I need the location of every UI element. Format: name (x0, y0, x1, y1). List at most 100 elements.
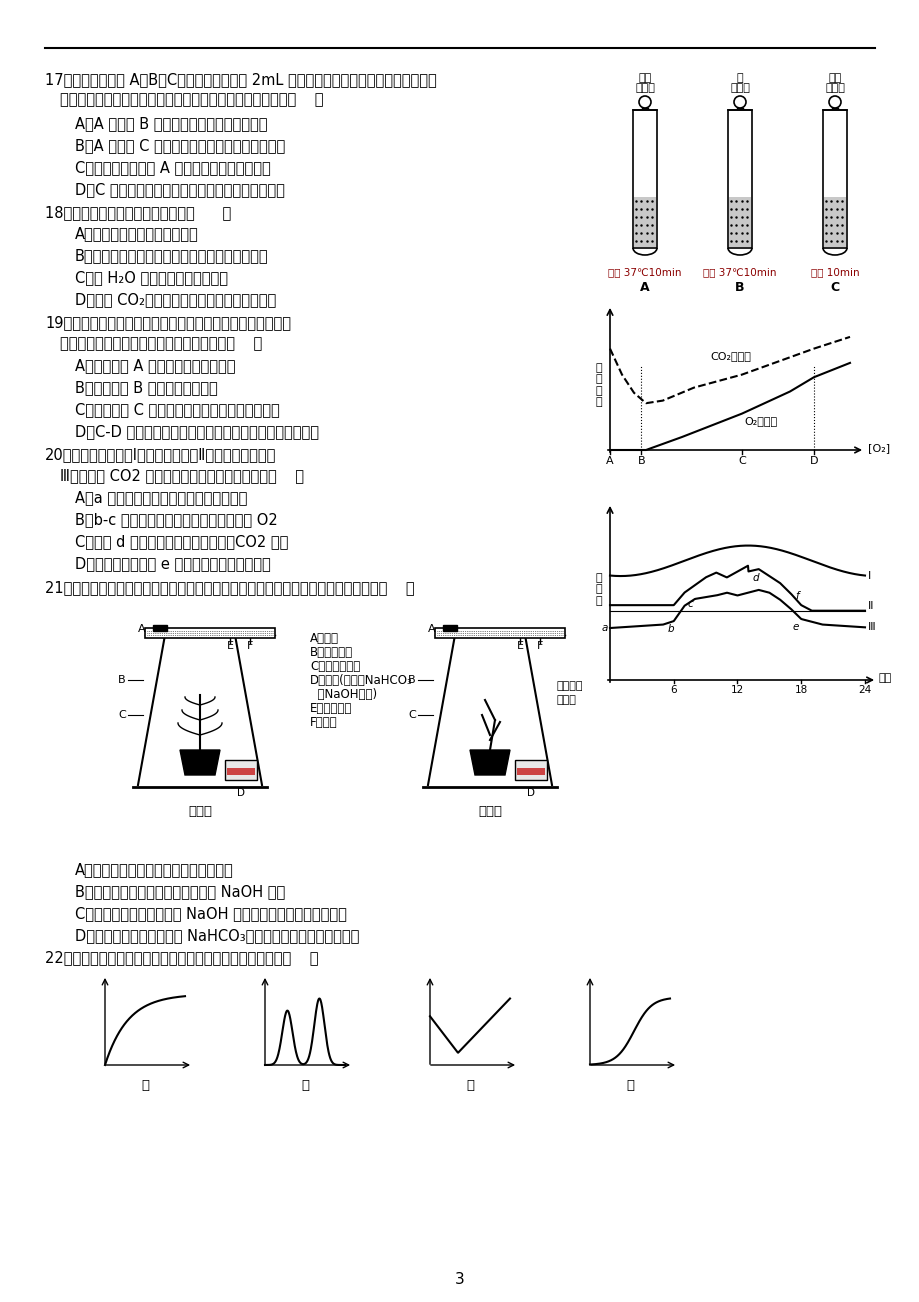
Text: 24: 24 (857, 685, 870, 695)
Text: 酶: 酶 (736, 73, 743, 83)
Text: d: d (752, 573, 758, 583)
Text: 乙: 乙 (301, 1079, 309, 1092)
Text: B．b-c 时段，叶肉细胞中叶绿体将释放出 O2: B．b-c 时段，叶肉细胞中叶绿体将释放出 O2 (75, 512, 278, 527)
Bar (153, 625, 167, 631)
Text: 19．右图表示某植物非绿色器官在不同氧浓度下的呼吸状况，: 19．右图表示某植物非绿色器官在不同氧浓度下的呼吸状况， (45, 315, 290, 329)
Text: B．甲、乙装置烧杯中盛放适量等量 NaOH 溶液: B．甲、乙装置烧杯中盛放适量等量 NaOH 溶液 (75, 884, 285, 898)
Text: 唠液淠: 唠液淠 (824, 83, 844, 92)
Text: C．甲装置烧杯中盛放适量 NaOH 溶液，乙装置中盛放等量清水: C．甲装置烧杯中盛放适量 NaOH 溶液，乙装置中盛放等量清水 (75, 906, 346, 921)
Text: A: A (606, 456, 613, 466)
Bar (728, 197, 750, 247)
Bar (823, 197, 845, 247)
Text: B: B (408, 674, 415, 685)
Text: e: e (792, 622, 799, 631)
Text: D为篮杯(内装有NaHCO₃: D为篮杯(内装有NaHCO₃ (310, 674, 413, 687)
Text: 操作，然后分别用本尼迪特试剂检验。下列分析，错误的是（    ）: 操作，然后分别用本尼迪特试剂检验。下列分析，错误的是（ ） (60, 92, 323, 107)
Text: 胃蛋白: 胃蛋白 (730, 83, 749, 92)
Text: f: f (794, 591, 798, 602)
Text: A．a 点的形成可能是由夜间的低温造成的: A．a 点的形成可能是由夜间的低温造成的 (75, 490, 247, 505)
Text: A．甲、乙装置烧杯中盛放适量等量清水: A．甲、乙装置烧杯中盛放适量等量清水 (75, 862, 233, 878)
Text: a: a (601, 622, 607, 633)
Text: 时间: 时间 (878, 673, 891, 684)
Bar (516, 768, 544, 775)
Text: B: B (734, 281, 744, 294)
Text: b: b (667, 624, 674, 634)
Bar (633, 197, 655, 247)
Text: D: D (237, 788, 244, 798)
Bar (823, 109, 846, 247)
Text: 基因植物: 基因植物 (556, 681, 583, 691)
Text: Ⅱ: Ⅱ (867, 600, 872, 611)
Text: C．有 H₂O 生成一定不是厌氧呼吸: C．有 H₂O 生成一定不是厌氧呼吸 (75, 270, 228, 285)
Text: Ⅲ植物吸收 CO2 的变化。下列说法中，错误的是（    ）: Ⅲ植物吸收 CO2 的变化。下列说法中，错误的是（ ） (60, 467, 303, 483)
Text: 粉酶: 粉酶 (638, 73, 651, 83)
Bar (145, 628, 275, 638)
Text: E为红墨水管: E为红墨水管 (310, 702, 352, 715)
Text: [O₂]: [O₂] (867, 443, 890, 453)
Text: A: A (138, 624, 145, 634)
Text: 20．右图曲线表示：Ⅰ昼夜温度变化；Ⅱ植株总光合强度；: 20．右图曲线表示：Ⅰ昼夜温度变化；Ⅱ植株总光合强度； (45, 447, 276, 462)
Text: B．氧浓度为 B 时，厌氧呼吸最弱: B．氧浓度为 B 时，厌氧呼吸最弱 (75, 380, 218, 395)
Text: 21．为了测定某植物细胞呼吸速率，下列关于甲、乙装置烧杯中盛放的溶液正确的是（    ）: 21．为了测定某植物细胞呼吸速率，下列关于甲、乙装置烧杯中盛放的溶液正确的是（ … (45, 579, 414, 595)
Text: 煮永 10min: 煮永 10min (810, 267, 858, 277)
Text: Ⅲ: Ⅲ (867, 622, 875, 633)
Text: 乙装置: 乙装置 (478, 805, 502, 818)
Bar (632, 109, 656, 247)
Text: D．在这一天中，到 e 点时有机物的积累量最大: D．在这一天中，到 e 点时有机物的积累量最大 (75, 556, 270, 572)
Bar (227, 768, 255, 775)
Text: C．实验结果是只有 A 试管内会出现红黄色沉淠: C．实验结果是只有 A 试管内会出现红黄色沉淠 (75, 160, 270, 174)
Text: C: C (830, 281, 839, 294)
Bar (225, 760, 256, 780)
Text: D．甲装置烧杯中盛放适量 NaHCO₃溶液，乙装置中盛放等量清水: D．甲装置烧杯中盛放适量 NaHCO₃溶液，乙装置中盛放等量清水 (75, 928, 359, 943)
Text: 死的转: 死的转 (556, 695, 576, 704)
Text: F: F (246, 641, 253, 651)
Text: 甲装置: 甲装置 (187, 805, 211, 818)
Text: C．出现 d 点的主要原因是气孔关闭，CO2 缺乏: C．出现 d 点的主要原因是气孔关闭，CO2 缺乏 (75, 534, 288, 549)
Text: D: D (527, 788, 535, 798)
Bar (727, 109, 751, 247)
Bar (515, 760, 547, 780)
Text: c: c (687, 599, 693, 609)
Text: 17．现有三支试管 A、B、C，先向试管内加入 2mL 可溶性淠粉溶液，再按下图中所示步骤: 17．现有三支试管 A、B、C，先向试管内加入 2mL 可溶性淠粉溶液，再按下图… (45, 72, 437, 87)
Text: 相
对
值: 相 对 值 (595, 573, 601, 605)
Text: 或NaOH溶液): 或NaOH溶液) (310, 687, 377, 700)
Text: 唠液淠: 唠液淠 (634, 83, 654, 92)
Bar (443, 625, 457, 631)
Text: 丙: 丙 (466, 1079, 473, 1092)
Text: B: B (637, 456, 644, 466)
Text: C: C (119, 710, 126, 720)
Text: F: F (536, 641, 542, 651)
Text: B．A 试管和 C 试管对照，说明酶活性受高温影响: B．A 试管和 C 试管对照，说明酶活性受高温影响 (75, 138, 285, 154)
Text: 18．有关细胞呼吸的说法错误的是（      ）: 18．有关细胞呼吸的说法错误的是（ ） (45, 204, 231, 220)
Text: 粉酶: 粉酶 (827, 73, 841, 83)
Text: C: C (737, 456, 745, 466)
Text: 22．下列对各曲线所表示的生物学意义的叙述中，错误的是（    ）: 22．下列对各曲线所表示的生物学意义的叙述中，错误的是（ ） (45, 950, 318, 965)
Text: 保持 37℃10min: 保持 37℃10min (607, 267, 681, 277)
Text: C为转基因植物: C为转基因植物 (310, 660, 360, 673)
Text: 物
质
的
量: 物 质 的 量 (595, 362, 601, 408)
Text: 保持 37℃10min: 保持 37℃10min (702, 267, 776, 277)
Text: C．氧浓度为 C 时，需氧呼吸与厌氧呼吸速率相等: C．氧浓度为 C 时，需氧呼吸与厌氧呼吸速率相等 (75, 402, 279, 417)
Text: F为直尺: F为直尺 (310, 716, 337, 729)
Text: B．需氧呼吸的第二、三阶段一定在线粒体中进行: B．需氧呼吸的第二、三阶段一定在线粒体中进行 (75, 247, 268, 263)
Text: 12: 12 (730, 685, 743, 695)
Text: Ⅰ: Ⅰ (867, 570, 870, 581)
Text: D．C 试管因为加热使唠液淠粉酶水解而失去酶活性: D．C 试管因为加热使唠液淠粉酶水解而失去酶活性 (75, 182, 285, 197)
Text: C: C (408, 710, 415, 720)
Text: 3: 3 (455, 1272, 464, 1286)
Text: O₂吸收量: O₂吸收量 (743, 417, 777, 426)
Text: A为开关: A为开关 (310, 631, 338, 644)
Text: 6: 6 (670, 685, 676, 695)
Text: D．产生 CO₂一定不是厌氧呼吸产生乳酸的过程: D．产生 CO₂一定不是厌氧呼吸产生乳酸的过程 (75, 292, 276, 307)
Text: A．A 试管和 B 试管对照，说明酶具有专一性: A．A 试管和 B 试管对照，说明酶具有专一性 (75, 116, 267, 132)
Text: 根据所提供的信息，以下判断中，正确的是（    ）: 根据所提供的信息，以下判断中，正确的是（ ） (60, 336, 262, 352)
Text: A: A (640, 281, 649, 294)
Bar (435, 628, 564, 638)
Text: D: D (809, 456, 817, 466)
Text: 甲: 甲 (141, 1079, 149, 1092)
Text: CO₂释放量: CO₂释放量 (710, 352, 751, 362)
Text: 18: 18 (794, 685, 807, 695)
Polygon shape (180, 750, 220, 775)
Text: A．细胞呼吸一定需要酶的催化: A．细胞呼吸一定需要酶的催化 (75, 227, 199, 241)
Text: E: E (516, 641, 523, 651)
